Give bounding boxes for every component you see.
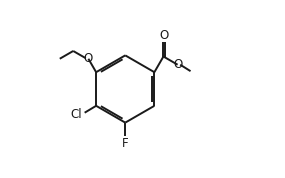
Text: O: O [160, 29, 169, 42]
Text: O: O [173, 58, 182, 71]
Text: Cl: Cl [70, 108, 82, 121]
Text: F: F [122, 137, 129, 150]
Text: O: O [84, 52, 93, 65]
